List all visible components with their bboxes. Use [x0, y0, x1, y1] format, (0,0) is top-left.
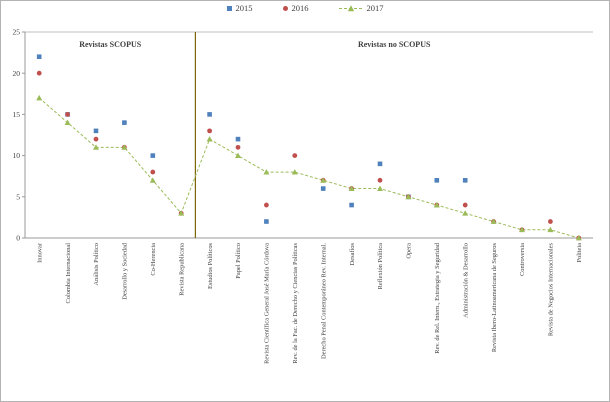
- point-2015: [377, 161, 383, 167]
- point-2017: [320, 177, 327, 183]
- x-category-label: Rev. de Rel. Intern., Estrategia y Segur…: [434, 242, 441, 353]
- point-2016: [292, 153, 298, 159]
- point-2017: [405, 193, 412, 200]
- x-category-label: Co-Herencia: [150, 243, 157, 276]
- x-category-label: Reflexión Política: [377, 243, 384, 289]
- point-2017: [348, 185, 355, 191]
- legend-label-2017: 2017: [366, 3, 384, 14]
- point-2016: [264, 202, 269, 208]
- x-category-label: Revista Científica General José María Có…: [264, 243, 271, 364]
- x-category-label: Opera: [406, 243, 413, 259]
- point-2016: [36, 70, 42, 76]
- x-category-label: Desafíos: [349, 243, 356, 266]
- point-2016: [235, 144, 241, 150]
- x-category-label: Desarrollo y Sociedad: [122, 242, 129, 300]
- legend-item-2017: 2017: [338, 3, 384, 14]
- x-category-label: Papel Político: [235, 243, 242, 279]
- point-2017: [547, 226, 554, 233]
- point-2016: [93, 136, 99, 142]
- point-2016: [150, 169, 156, 175]
- chart-legend: 2015 2016 2017: [1, 4, 609, 13]
- point-2017: [462, 210, 469, 216]
- point-2017: [93, 144, 99, 150]
- x-category-label: Controversia: [519, 243, 526, 276]
- point-2016: [377, 177, 383, 183]
- x-category-label: Revista Republicana: [178, 243, 185, 296]
- point-2017: [433, 202, 440, 208]
- legend-label-2015: 2015: [235, 3, 253, 14]
- x-category-label: Colombia Internacional: [65, 243, 72, 304]
- point-2017: [178, 210, 185, 216]
- point-2015: [207, 112, 212, 117]
- x-category-label: Innovar: [36, 242, 43, 263]
- point-2017: [490, 218, 497, 224]
- y-tick-label: 5: [16, 192, 20, 201]
- point-2015: [264, 219, 269, 224]
- point-2015: [462, 178, 468, 183]
- y-tick-label: 20: [13, 69, 21, 78]
- point-2017: [575, 235, 582, 241]
- point-2015: [320, 186, 326, 191]
- point-2015: [122, 120, 127, 125]
- section-label: Revistas SCOPUS: [79, 40, 142, 49]
- point-2016: [548, 219, 553, 224]
- section-label: Revistas no SCOPUS: [358, 40, 431, 49]
- y-tick-label: 10: [13, 151, 21, 160]
- y-tick-label: 15: [13, 110, 21, 119]
- point-2015: [349, 202, 354, 208]
- x-category-label: Estudios Políticos: [207, 242, 214, 288]
- point-2016: [462, 202, 468, 208]
- x-category-label: Rev. de la Fac. de Derecho y Ciencias Po…: [292, 242, 299, 363]
- legend-item-2015: 2015: [226, 3, 253, 14]
- point-2015: [36, 54, 42, 60]
- point-2016: [207, 128, 213, 134]
- legend-item-2016: 2016: [282, 3, 309, 14]
- square-marker-icon: [226, 6, 232, 11]
- point-2016: [65, 112, 70, 117]
- point-2017: [149, 177, 156, 183]
- point-2015: [150, 153, 156, 158]
- point-2017: [291, 169, 298, 175]
- point-2017: [206, 136, 213, 142]
- series-line-2017: [38, 97, 579, 239]
- legend-label-2016: 2016: [291, 3, 309, 14]
- x-category-label: Análisis Político: [93, 243, 100, 285]
- x-category-label: Revista de Negocios Internacionales: [548, 242, 555, 336]
- point-2017: [263, 169, 270, 175]
- point-2017: [377, 185, 383, 191]
- point-2017: [36, 94, 43, 101]
- point-2015: [93, 128, 99, 134]
- point-2017: [121, 144, 128, 150]
- point-2015: [434, 178, 440, 183]
- point-2017: [235, 152, 241, 158]
- x-category-label: Derecho Penal Contemporáneo Rev. Interna…: [320, 243, 327, 359]
- point-2017: [64, 119, 71, 126]
- dashed-line-triangle-marker-icon: [338, 5, 363, 12]
- x-category-label: Politeia: [576, 243, 583, 263]
- x-category-label: Revista Ibero-Latinoamericana de Seguros: [491, 242, 498, 352]
- point-2015: [235, 136, 241, 142]
- circle-marker-icon: [282, 6, 288, 11]
- y-tick-label: 0: [16, 234, 20, 243]
- x-category-label: Administración & Desarrollo: [462, 243, 469, 318]
- y-tick-label: 25: [13, 28, 21, 37]
- point-2017: [519, 226, 525, 233]
